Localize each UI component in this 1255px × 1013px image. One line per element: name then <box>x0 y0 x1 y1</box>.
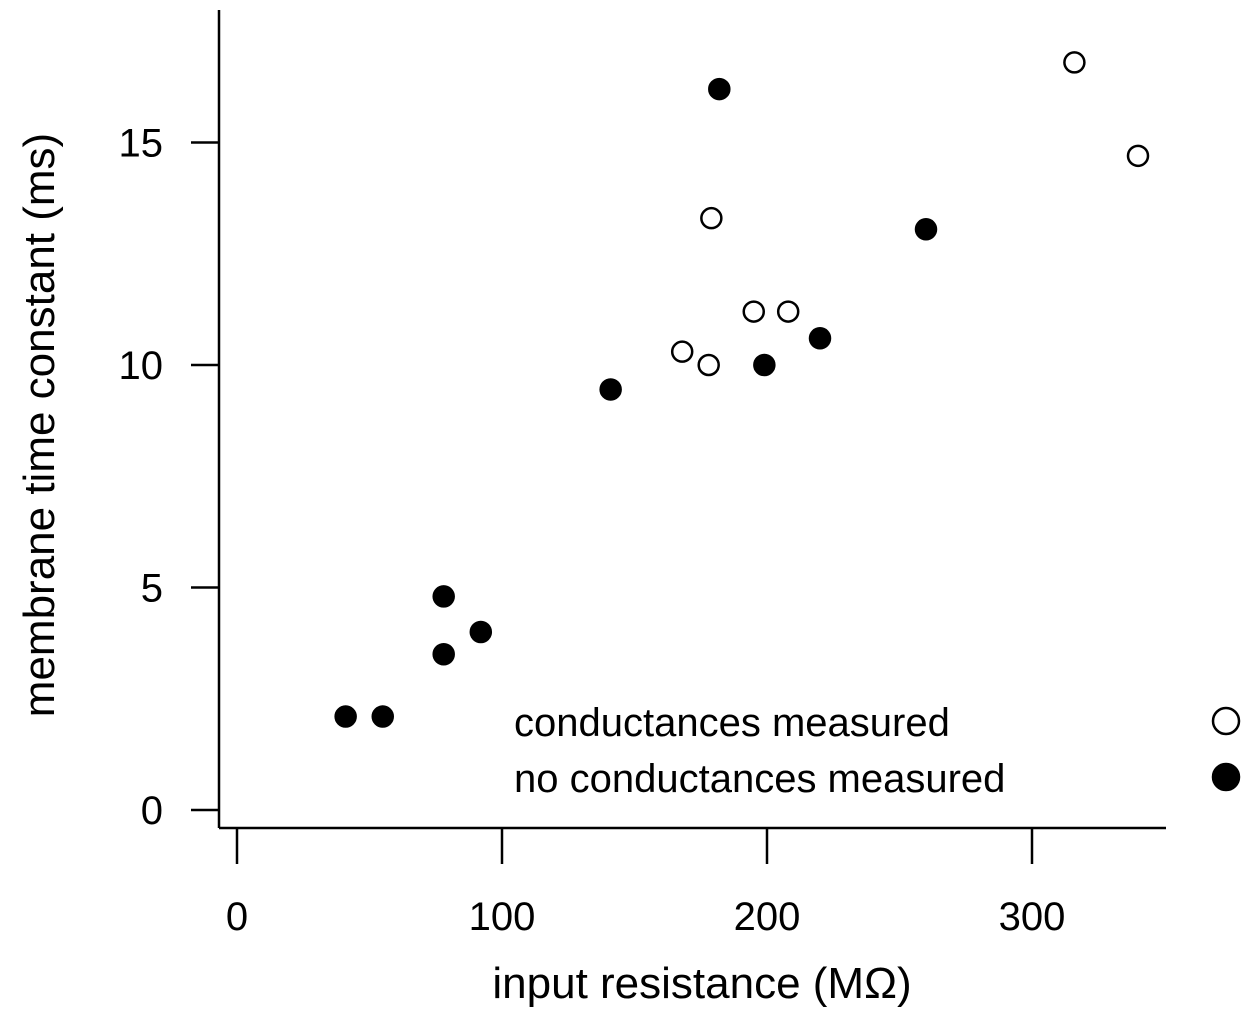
y-tick-label: 10 <box>119 344 164 388</box>
data-point-filled <box>432 585 455 608</box>
data-point-open <box>700 206 723 230</box>
y-axis-title: membrane time constant (ms) <box>15 133 64 717</box>
data-point-open <box>697 353 720 377</box>
data-point-filled <box>708 77 731 101</box>
legend-marker-open-circle <box>1211 706 1241 736</box>
x-tick-label: 0 <box>226 895 248 939</box>
x-tick-label: 200 <box>734 895 801 939</box>
data-point-open <box>1126 144 1150 168</box>
data-point-filled <box>469 620 493 644</box>
legend: conductances measured no conductances me… <box>514 701 1241 801</box>
y-tick-label: 15 <box>119 122 164 166</box>
data-point-filled <box>808 327 832 350</box>
data-point-open <box>670 340 694 363</box>
x-tick-label: 100 <box>469 895 536 939</box>
data-point-filled <box>371 705 394 728</box>
y-tick-label: 0 <box>141 789 163 833</box>
data-point-filled <box>432 643 455 666</box>
legend-marker-filled-circle <box>1211 762 1241 792</box>
data-point-open <box>742 300 765 323</box>
data-point-open <box>1063 51 1086 74</box>
data-point-filled <box>334 705 357 728</box>
data-points <box>334 51 1150 728</box>
data-point-filled <box>914 218 938 241</box>
axes <box>217 10 1166 830</box>
legend-label-conductances-measured: conductances measured <box>514 701 950 745</box>
ticks: 0 5 10 15 0 100 200 300 <box>119 122 1066 940</box>
legend-label-no-conductances-measured: no conductances measured <box>514 757 1005 801</box>
data-point-filled <box>599 378 622 401</box>
x-axis-title: input resistance (MΩ) <box>492 959 911 1008</box>
data-point-open <box>776 300 800 323</box>
data-point-filled <box>753 353 776 377</box>
x-tick-label: 300 <box>999 895 1066 939</box>
y-tick-label: 5 <box>141 567 163 611</box>
